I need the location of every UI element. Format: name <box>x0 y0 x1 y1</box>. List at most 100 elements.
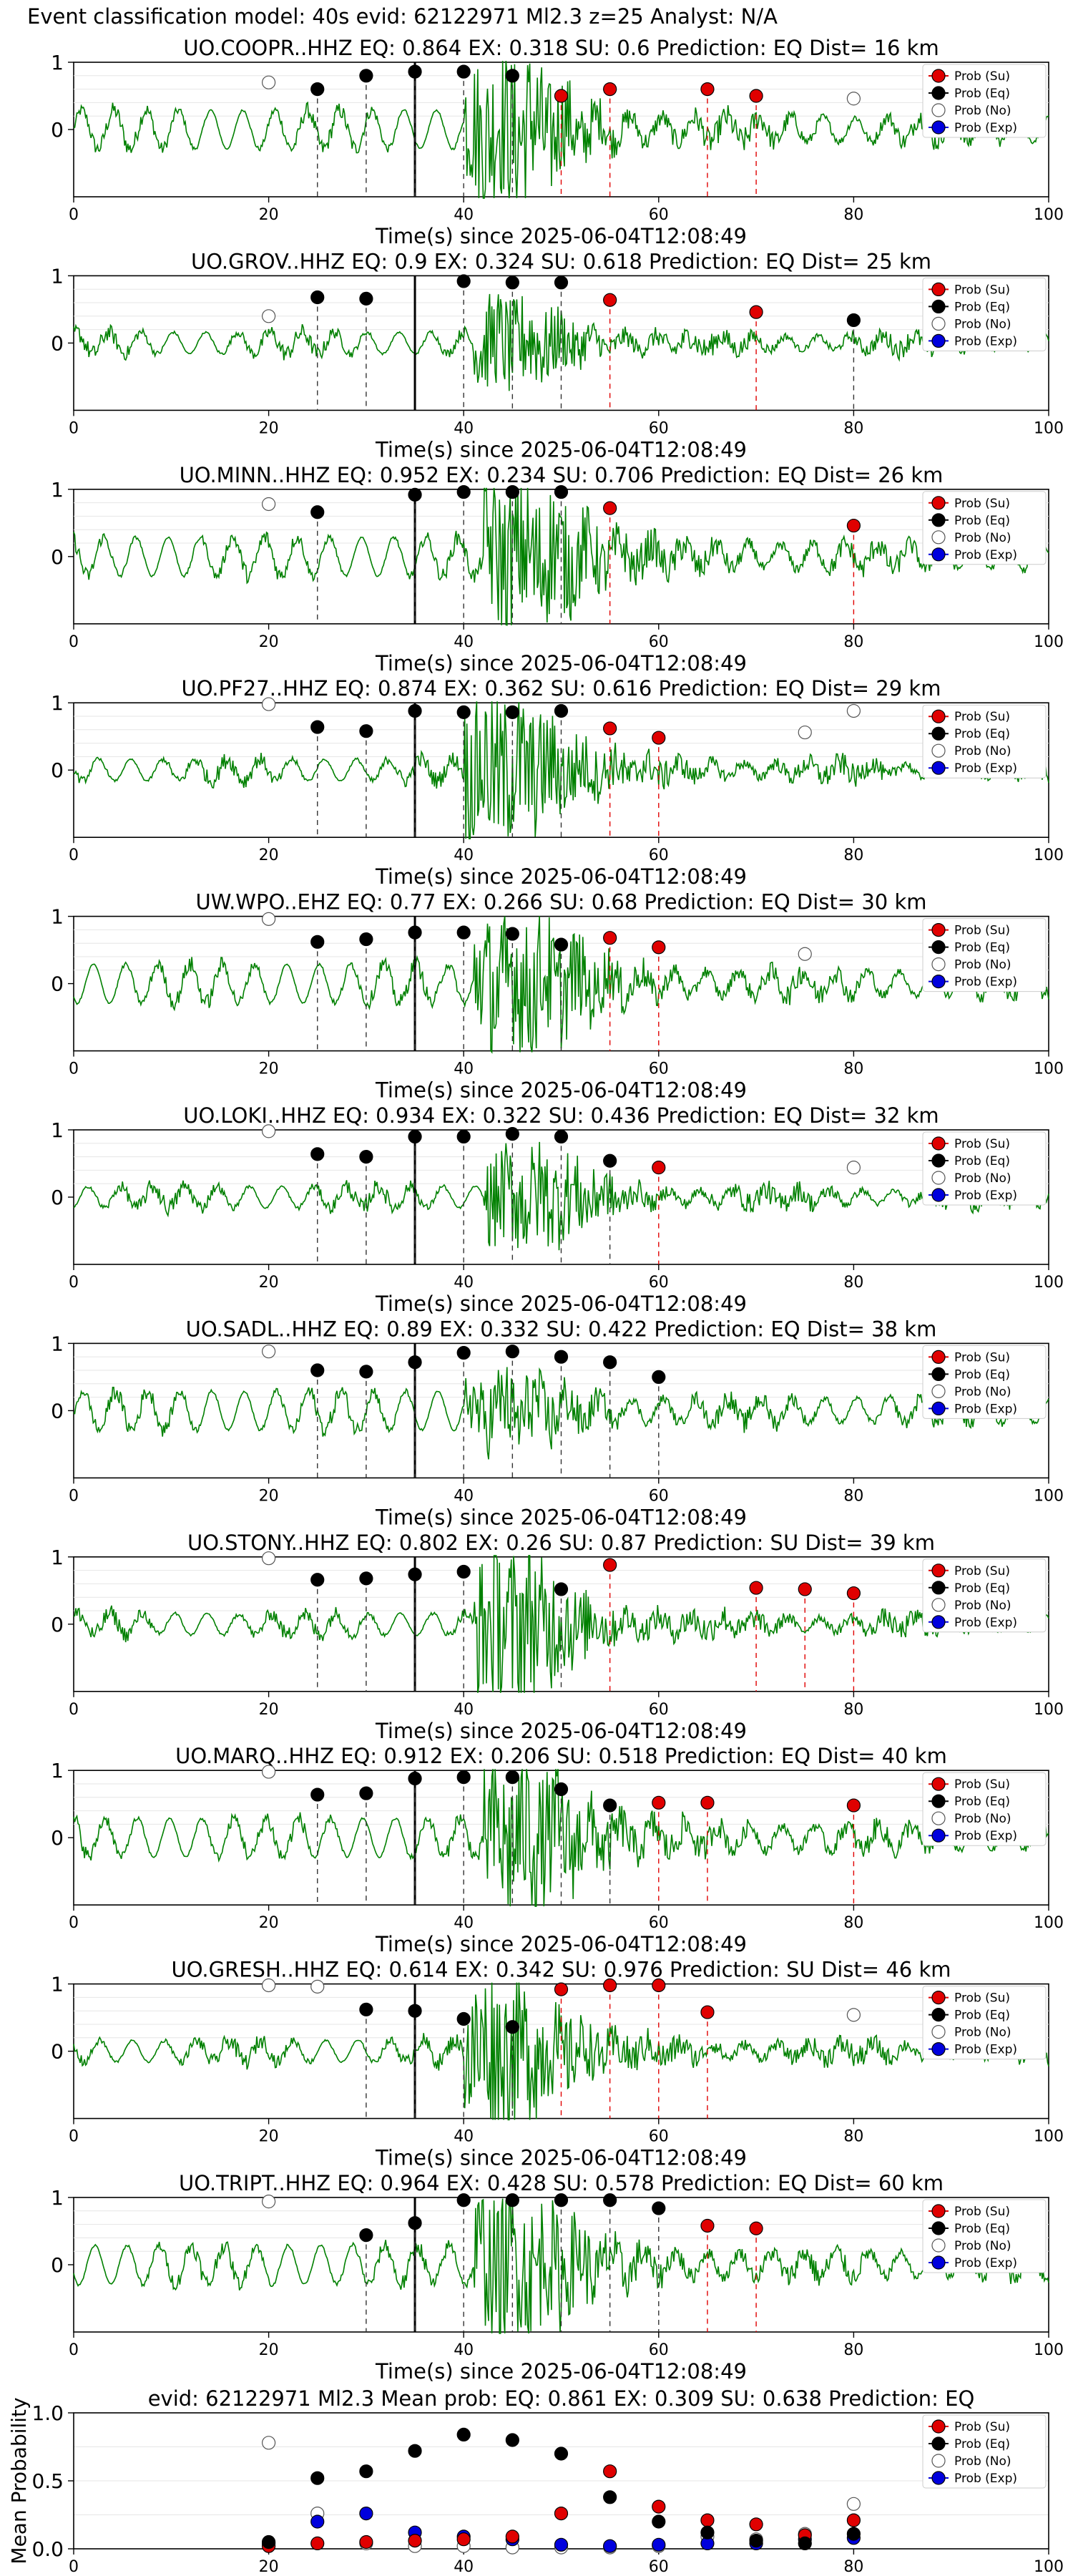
y-tick-label: 1 <box>51 1759 64 1782</box>
legend-label-2: Prob (No) <box>954 104 1011 118</box>
x-tick-label: 60 <box>649 419 669 437</box>
probability-point <box>505 69 519 83</box>
x-tick-label: 80 <box>843 847 863 864</box>
legend-marker <box>931 726 946 741</box>
x-tick-label: 20 <box>259 847 279 864</box>
probability-point <box>262 912 276 926</box>
x-tick-label: 20 <box>259 2341 279 2359</box>
mean-probability-point <box>554 2537 569 2552</box>
panel-title: UO.STONY..HHZ EQ: 0.802 EX: 0.26 SU: 0.8… <box>187 1531 935 1555</box>
x-tick-label: 40 <box>454 1487 474 1505</box>
x-axis-label: Time(s) since 2025-06-04T12:08:49 <box>375 224 747 248</box>
probability-point <box>408 1355 422 1370</box>
x-axis-label: Time(s) since 2025-06-04T12:08:49 <box>375 1292 747 1316</box>
probability-point <box>554 1129 569 1144</box>
station-panel-8: UO.STONY..HHZ EQ: 0.802 EX: 0.26 SU: 0.8… <box>51 1531 1064 1743</box>
mean-probability-point <box>846 2497 861 2511</box>
x-tick-label: 0 <box>69 1060 79 1078</box>
legend-marker <box>931 974 946 989</box>
panel-title: evid: 62122971 Ml2.3 Mean prob: EQ: 0.86… <box>148 2386 975 2411</box>
legend-label-2: Prob (No) <box>954 531 1011 545</box>
legend-marker <box>931 69 946 83</box>
legend-label-3: Prob (Exp) <box>954 2472 1017 2486</box>
waveform-trace <box>73 61 1049 199</box>
legend-marker <box>931 1367 946 1382</box>
probability-point <box>603 721 617 736</box>
x-tick-label: 80 <box>843 2558 863 2576</box>
probability-point <box>456 1345 471 1360</box>
x-tick-label: 0 <box>69 2341 79 2359</box>
legend-label-2: Prob (No) <box>954 317 1011 331</box>
probability-point <box>603 1355 617 1370</box>
legend-marker <box>931 86 946 100</box>
waveform-trace <box>73 701 1049 839</box>
legend-label-3: Prob (Exp) <box>954 1616 1017 1630</box>
probability-point <box>456 64 471 79</box>
mean-probability-point <box>359 2507 373 2521</box>
x-tick-label: 20 <box>259 2128 279 2146</box>
probability-point <box>749 2221 763 2235</box>
x-tick-label: 40 <box>454 206 474 224</box>
probability-point <box>846 703 861 718</box>
mean-probability-point <box>456 2532 471 2547</box>
x-tick-label: 40 <box>454 633 474 651</box>
x-tick-label: 60 <box>649 2558 669 2576</box>
legend-box <box>922 2199 1047 2273</box>
x-tick-label: 20 <box>259 1701 279 1719</box>
legend-marker <box>931 1794 946 1808</box>
y-tick-label: 1 <box>51 691 64 715</box>
legend-marker <box>931 2042 946 2057</box>
legend-label-0: Prob (Su) <box>954 283 1010 297</box>
mean-probability-point <box>603 2464 617 2479</box>
probability-point <box>505 2193 519 2207</box>
legend-box <box>922 1986 1047 2060</box>
legend-label-3: Prob (Exp) <box>954 1189 1017 1203</box>
probability-point <box>408 64 422 79</box>
probability-point <box>310 1573 325 1587</box>
legend-label-1: Prob (Eq) <box>954 1154 1010 1169</box>
y-tick-label: 0 <box>51 1399 64 1423</box>
probability-point <box>262 75 276 89</box>
probability-point <box>359 2002 373 2016</box>
legend-label-3: Prob (Exp) <box>954 761 1017 776</box>
y-tick-label: 0 <box>51 118 64 142</box>
probability-point <box>603 1798 617 1813</box>
x-tick-label: 40 <box>454 1914 474 1932</box>
panel-title: UO.COOPR..HHZ EQ: 0.864 EX: 0.318 SU: 0.… <box>183 36 939 60</box>
probability-point <box>456 2011 471 2026</box>
legend-box <box>922 64 1047 138</box>
legend-marker <box>931 761 946 775</box>
mean-probability-point <box>652 2537 666 2552</box>
legend-label-0: Prob (Su) <box>954 2420 1010 2434</box>
probability-point <box>408 2004 422 2018</box>
legend-box <box>922 277 1047 351</box>
legend-marker <box>931 547 946 562</box>
probability-point <box>554 1982 569 1996</box>
probability-point <box>603 931 617 945</box>
x-tick-label: 100 <box>1034 1914 1064 1932</box>
station-panel-1: UO.COOPR..HHZ EQ: 0.864 EX: 0.318 SU: 0.… <box>51 36 1064 248</box>
probability-point <box>846 1161 861 1175</box>
probability-point <box>554 1582 569 1596</box>
mean-probability-point <box>652 2499 666 2514</box>
mean-probability-point <box>652 2514 666 2529</box>
probability-point <box>749 89 763 103</box>
legend-label-2: Prob (No) <box>954 2026 1011 2040</box>
y-tick-label: 1 <box>51 51 64 74</box>
x-tick-label: 0 <box>69 2128 79 2146</box>
legend-label-1: Prob (Eq) <box>954 1581 1010 1596</box>
probability-point <box>554 937 569 952</box>
y-tick-label: 1 <box>51 478 64 502</box>
probability-point <box>359 2228 373 2243</box>
legend-marker <box>931 120 946 135</box>
probability-point <box>652 1978 666 1993</box>
x-tick-label: 20 <box>259 206 279 224</box>
x-tick-label: 0 <box>69 847 79 864</box>
probability-point <box>262 1551 276 1566</box>
legend-box <box>922 1345 1047 1419</box>
x-tick-label: 100 <box>1034 419 1064 437</box>
probability-point <box>505 927 519 941</box>
legend-label-0: Prob (Su) <box>954 710 1010 724</box>
x-tick-label: 40 <box>454 1060 474 1078</box>
